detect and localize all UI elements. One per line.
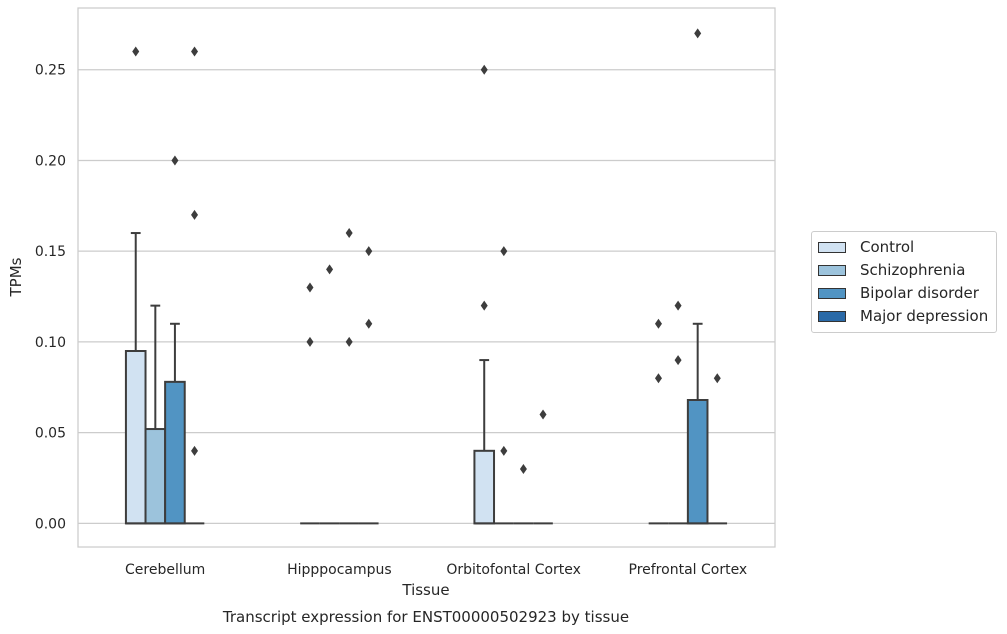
outlier-point	[171, 155, 179, 166]
outlier-point	[345, 228, 353, 239]
legend-swatch	[818, 242, 846, 253]
y-tick-label: 0.20	[35, 153, 66, 169]
legend-item: Bipolar disorder	[812, 282, 996, 305]
x-tick-labels: Cerebellum Hipppocampus Orbitofontal Corte…	[125, 562, 747, 578]
box	[164, 380, 186, 525]
outlier-point	[654, 318, 662, 329]
outlier-point	[674, 300, 682, 311]
outlier-point	[713, 373, 721, 384]
legend-label: Schizophrenia	[860, 261, 966, 279]
outlier-point	[480, 300, 488, 311]
legend-label: Control	[860, 238, 915, 256]
y-tick-labels: 0.00 0.05 0.10 0.15 0.20 0.25	[35, 63, 66, 533]
outlier-point	[519, 463, 527, 474]
x-tick-label: Orbitofontal Cortex	[446, 562, 581, 578]
chart-caption: Transcript expression for ENST0000050292…	[222, 608, 629, 626]
legend-item: Control	[812, 236, 996, 259]
outlier-point	[132, 46, 140, 57]
y-axis-label: TPMs	[7, 257, 25, 297]
outlier-point	[326, 264, 334, 275]
outlier-point	[345, 336, 353, 347]
y-tick-label: 0.10	[35, 335, 66, 351]
outlier-point	[306, 282, 314, 293]
legend-swatch	[818, 265, 846, 276]
y-tick-label: 0.00	[35, 516, 66, 532]
outlier-point	[500, 246, 508, 257]
outlier-point	[694, 28, 702, 39]
outlier-point	[654, 373, 662, 384]
plot-area	[77, 7, 776, 548]
x-axis-label: Tissue	[401, 581, 449, 599]
legend: Control Schizophrenia Bipolar disorder Majo…	[811, 231, 997, 333]
outlier-point	[191, 445, 199, 456]
legend-swatch	[818, 311, 846, 322]
outlier-point	[191, 46, 199, 57]
box	[473, 449, 496, 525]
legend-swatch	[818, 288, 846, 299]
box	[144, 428, 167, 525]
y-tick-label: 0.15	[35, 244, 66, 260]
x-tick-label: Prefrontal Cortex	[629, 562, 748, 578]
y-tick-label: 0.05	[35, 426, 66, 442]
outliers	[132, 28, 721, 474]
x-tick-label: Hipppocampus	[287, 562, 392, 578]
outlier-point	[500, 445, 508, 456]
boxes	[124, 232, 728, 525]
legend-label: Bipolar disorder	[860, 284, 979, 302]
legend-item: Major depression	[812, 305, 996, 328]
outlier-point	[674, 355, 682, 366]
legend-item: Schizophrenia	[812, 259, 996, 282]
outlier-point	[191, 209, 199, 220]
x-tick-label: Cerebellum	[125, 562, 205, 578]
outlier-point	[365, 246, 373, 257]
outlier-point	[480, 64, 488, 75]
box	[124, 350, 147, 525]
y-tick-label: 0.25	[35, 63, 66, 79]
outlier-point	[306, 336, 314, 347]
box	[686, 399, 709, 525]
outlier-point	[365, 318, 373, 329]
outlier-point	[539, 409, 547, 420]
legend-label: Major depression	[860, 307, 989, 325]
